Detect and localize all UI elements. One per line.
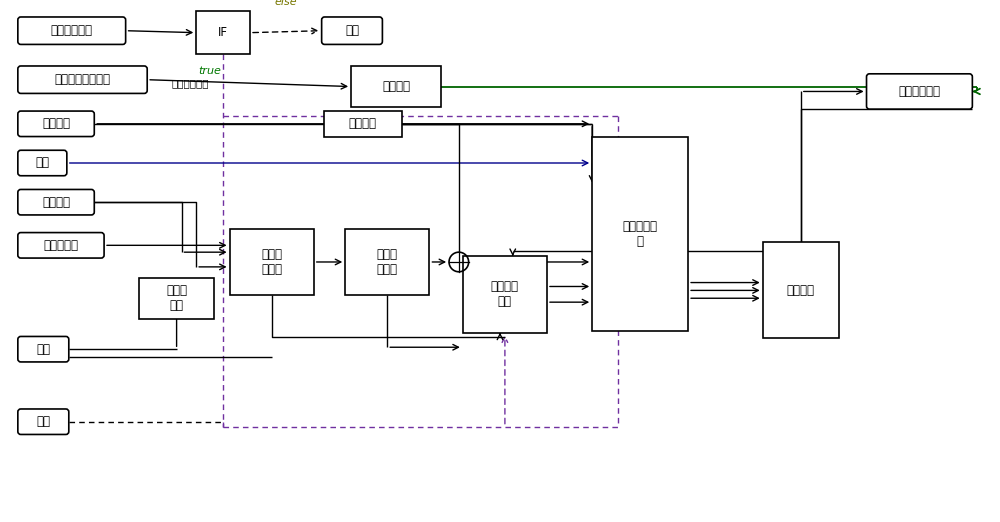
Text: 模式保持: 模式保持 bbox=[787, 284, 815, 297]
Text: true: true bbox=[198, 66, 221, 76]
Bar bbox=[463, 256, 547, 333]
Text: IF: IF bbox=[218, 26, 228, 39]
Text: 智能模式激活: 智能模式激活 bbox=[172, 78, 209, 88]
FancyBboxPatch shape bbox=[18, 66, 147, 93]
FancyBboxPatch shape bbox=[18, 409, 69, 434]
Text: 上一循环驾驶模式: 上一循环驾驶模式 bbox=[55, 73, 111, 86]
Text: 点火开关: 点火开关 bbox=[42, 117, 70, 130]
Text: 加速度
计算: 加速度 计算 bbox=[166, 284, 187, 312]
Text: 模式选择位置: 模式选择位置 bbox=[51, 24, 93, 37]
Bar bbox=[763, 242, 839, 338]
Text: 刹车: 刹车 bbox=[36, 415, 50, 428]
Text: else: else bbox=[275, 0, 297, 7]
Bar bbox=[230, 229, 314, 295]
Text: 输出驾驶模式: 输出驾驶模式 bbox=[898, 85, 940, 98]
FancyBboxPatch shape bbox=[18, 337, 69, 362]
FancyBboxPatch shape bbox=[322, 17, 382, 44]
Text: 激烈程度
判断: 激烈程度 判断 bbox=[491, 280, 519, 309]
Text: 油门速率: 油门速率 bbox=[349, 117, 377, 130]
Bar bbox=[196, 11, 250, 54]
Text: 油门开度: 油门开度 bbox=[42, 196, 70, 209]
Text: 纵向加速度: 纵向加速度 bbox=[43, 239, 78, 252]
Bar bbox=[345, 229, 429, 295]
Bar bbox=[139, 278, 214, 319]
Bar bbox=[324, 111, 402, 137]
FancyBboxPatch shape bbox=[18, 17, 126, 44]
FancyBboxPatch shape bbox=[18, 150, 67, 176]
Bar bbox=[351, 66, 441, 107]
FancyBboxPatch shape bbox=[18, 111, 94, 137]
Text: 车速: 车速 bbox=[36, 343, 50, 355]
Text: 驾驶工
况识别: 驾驶工 况识别 bbox=[261, 248, 282, 276]
FancyBboxPatch shape bbox=[867, 74, 972, 109]
FancyBboxPatch shape bbox=[18, 233, 104, 258]
Text: 驾驶模式选
择: 驾驶模式选 择 bbox=[623, 220, 658, 247]
Text: 结束: 结束 bbox=[345, 24, 359, 37]
Text: 初始模式: 初始模式 bbox=[382, 80, 410, 93]
Text: 驾驶工
况修正: 驾驶工 况修正 bbox=[377, 248, 398, 276]
FancyBboxPatch shape bbox=[18, 189, 94, 215]
Bar bbox=[592, 137, 688, 330]
Text: 档位: 档位 bbox=[35, 157, 49, 170]
